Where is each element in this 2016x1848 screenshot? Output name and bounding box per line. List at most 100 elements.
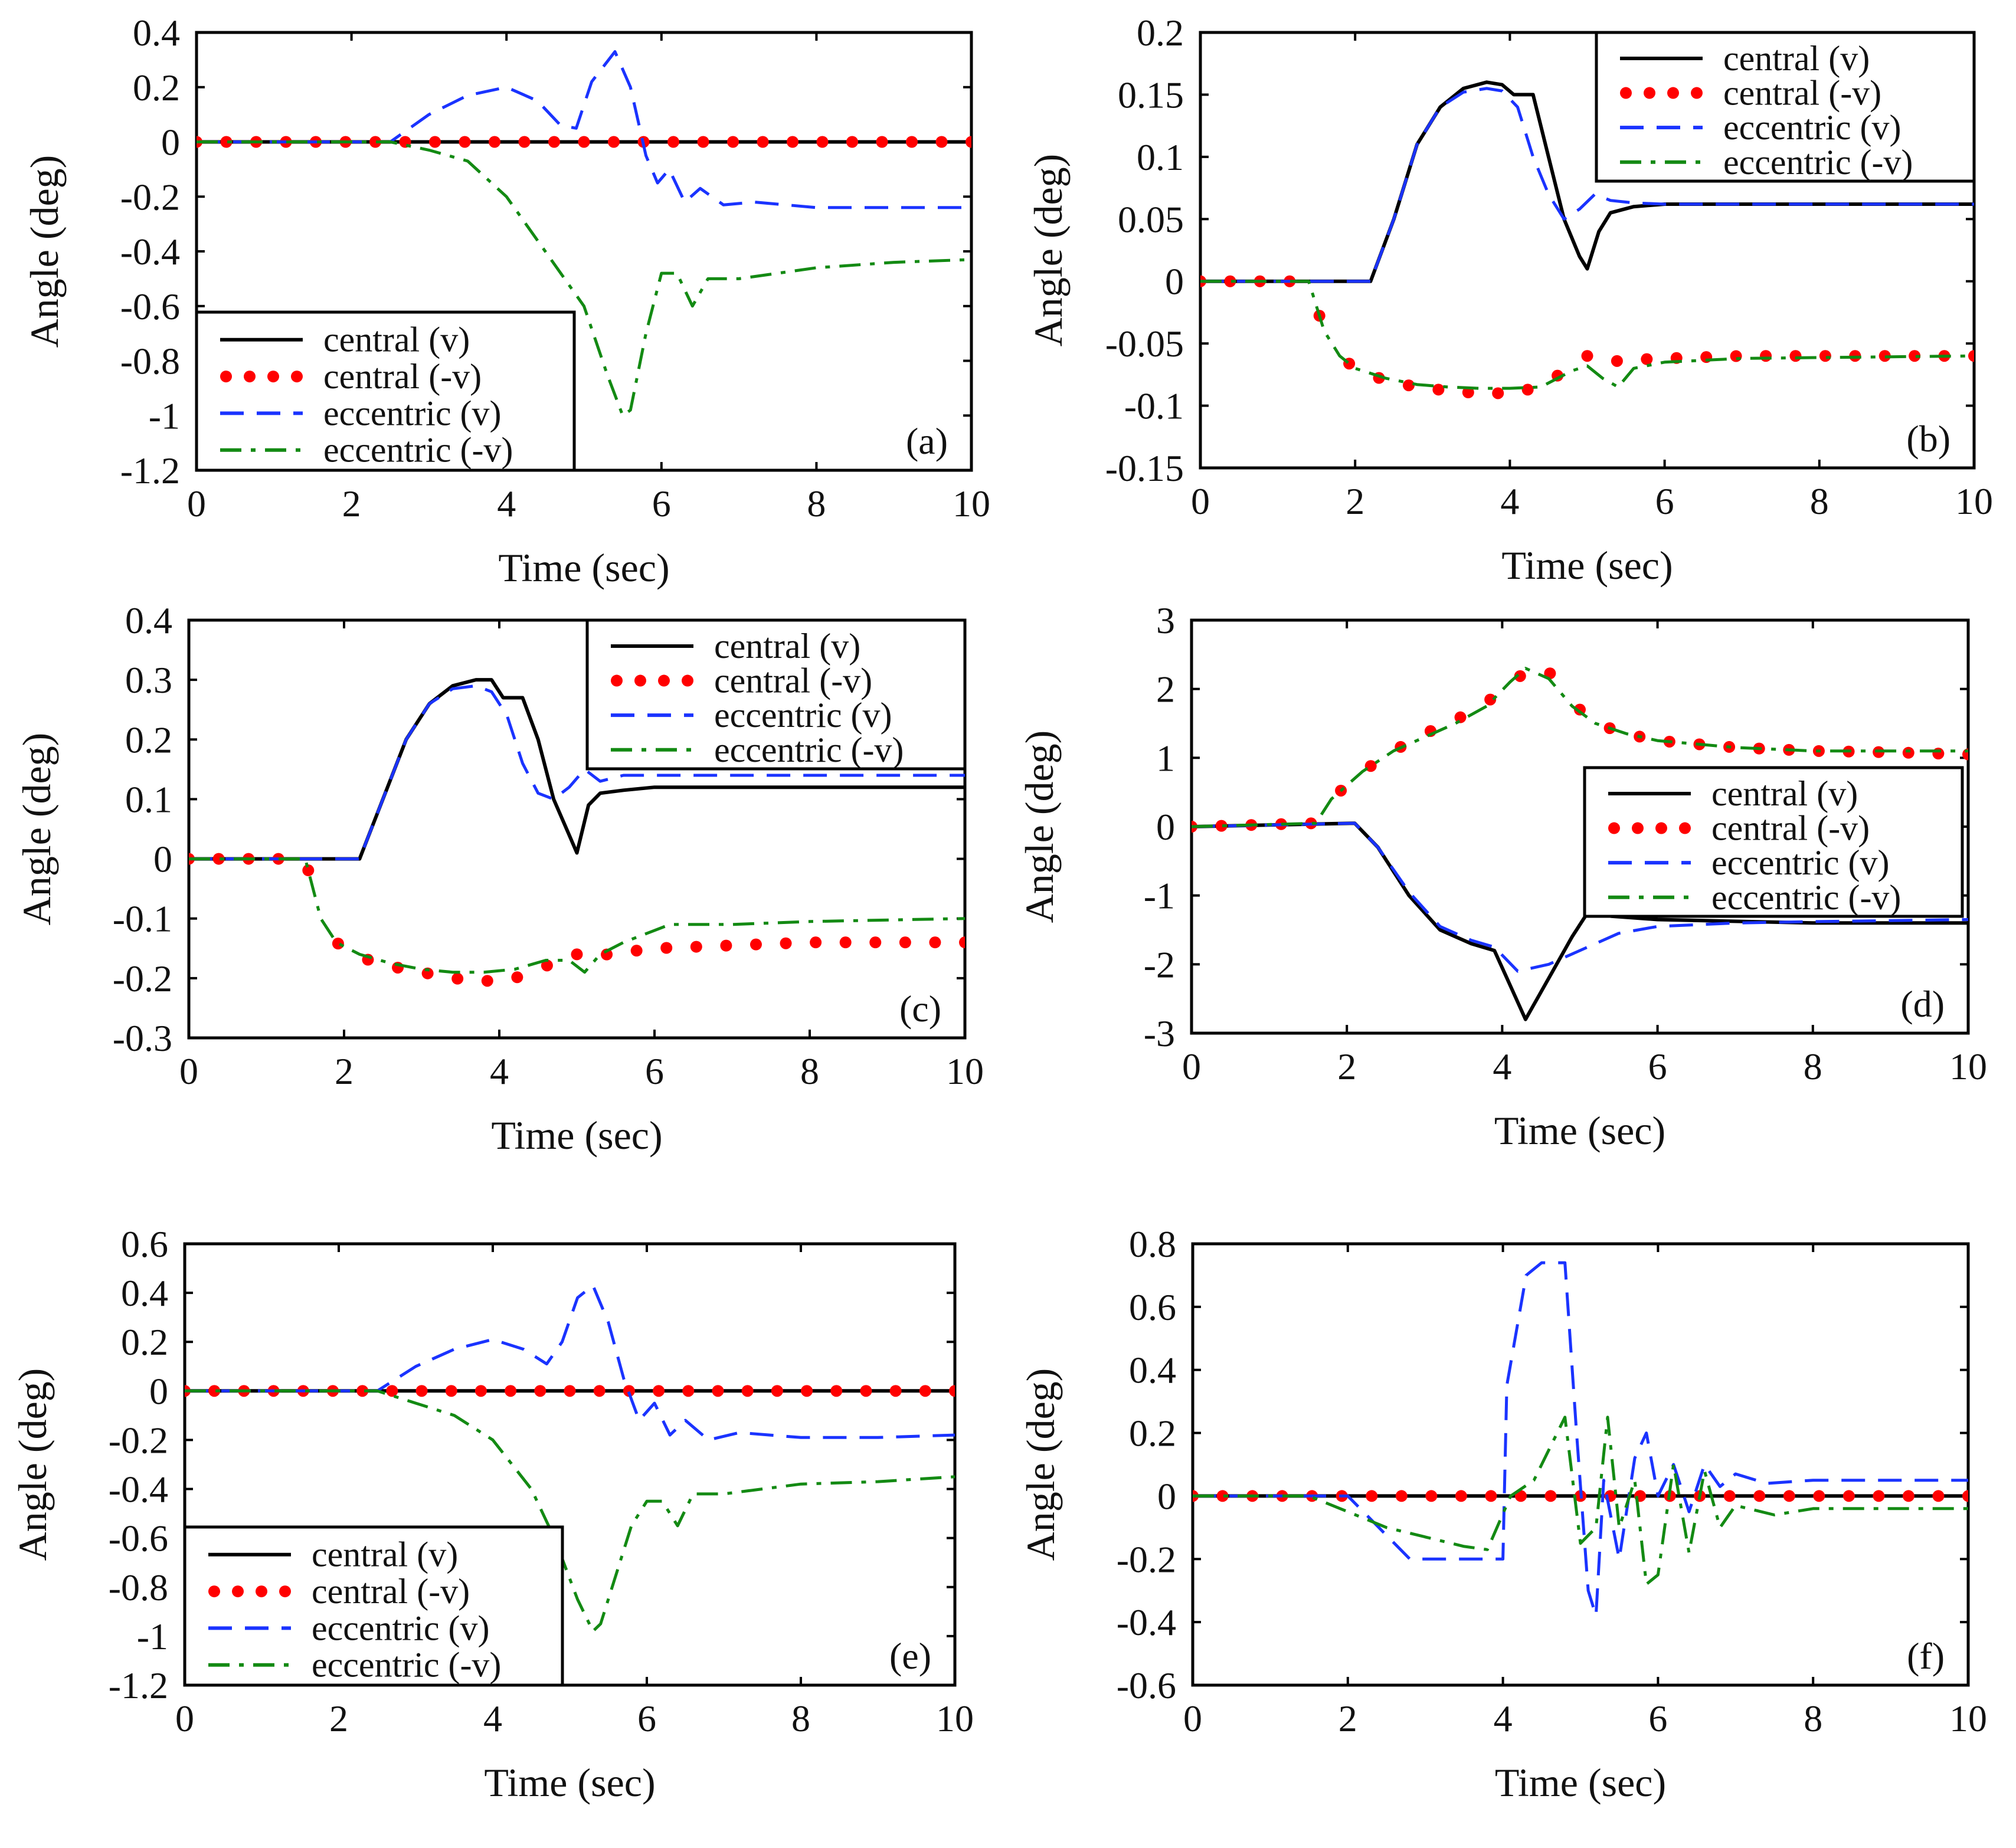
y-tick-label: 0 bbox=[1157, 1475, 1176, 1517]
x-tick-label: 0 bbox=[1191, 480, 1210, 522]
y-tick-label: -0.8 bbox=[120, 340, 180, 382]
y-axis-label: Angle (deg) bbox=[10, 1368, 55, 1561]
marker-central-minus-v bbox=[459, 136, 471, 148]
marker-central-minus-v bbox=[697, 136, 709, 148]
series-eccentric-minus-v bbox=[1193, 1416, 1968, 1586]
legend-entry-label: central (v) bbox=[714, 627, 860, 666]
marker-central-minus-v bbox=[1485, 1490, 1497, 1502]
legend-swatch-marker bbox=[634, 674, 646, 687]
marker-central-minus-v bbox=[1789, 350, 1802, 362]
marker-central-minus-v bbox=[1432, 384, 1445, 396]
x-tick-label: 2 bbox=[1338, 1698, 1357, 1739]
marker-central-minus-v bbox=[1932, 1490, 1945, 1502]
legend: central (v)central (-v)eccentric (v)ecce… bbox=[183, 1525, 564, 1687]
x-tick-label: 8 bbox=[800, 1050, 819, 1092]
legend-entry-label: central (v) bbox=[1711, 774, 1858, 813]
chart-panel-4: 0 2 4 6 8 10 -3 -2 -1 0 1 2 3 Time (sec) Angle (deg) (d… bbox=[1017, 599, 1987, 1153]
plot-frame bbox=[187, 618, 967, 1040]
marker-central-minus-v bbox=[966, 136, 971, 148]
x-tick-label: 8 bbox=[1804, 1698, 1822, 1739]
marker-central-minus-v bbox=[212, 853, 225, 865]
marker-central-minus-v bbox=[332, 938, 344, 950]
marker-central-minus-v bbox=[564, 1385, 576, 1397]
marker-central-minus-v bbox=[511, 971, 523, 984]
marker-central-minus-v bbox=[208, 1385, 221, 1397]
legend-entry-label: eccentric (-v) bbox=[1723, 143, 1913, 182]
marker-central-minus-v bbox=[1909, 350, 1921, 362]
marker-central-minus-v bbox=[369, 136, 381, 148]
x-tick-label: 8 bbox=[1810, 480, 1829, 522]
x-tick-label: 10 bbox=[1949, 1046, 1987, 1087]
marker-central-minus-v bbox=[474, 1385, 487, 1397]
x-tick-label: 4 bbox=[490, 1050, 509, 1092]
x-tick-label: 2 bbox=[342, 483, 361, 525]
marker-central-minus-v bbox=[757, 136, 769, 148]
y-tick-label: -0.6 bbox=[109, 1518, 168, 1559]
marker-central-minus-v bbox=[876, 136, 888, 148]
marker-central-minus-v bbox=[415, 1385, 428, 1397]
marker-central-minus-v bbox=[1783, 1490, 1795, 1502]
x-tick-label: 6 bbox=[645, 1050, 664, 1092]
x-tick-label: 10 bbox=[953, 483, 990, 525]
marker-central-minus-v bbox=[1760, 350, 1772, 362]
marker-central-minus-v bbox=[830, 1385, 843, 1397]
marker-central-minus-v bbox=[429, 136, 441, 148]
panel-letter: (c) bbox=[899, 988, 941, 1030]
chart-panel-3: 0 2 4 6 8 10 -0.3 -0.2 -0.1 0 0.1 0.2 0.3 0.4 Time (se… bbox=[14, 599, 984, 1158]
legend-swatch-marker bbox=[1655, 822, 1667, 834]
marker-central-minus-v bbox=[1514, 1490, 1527, 1502]
y-tick-label: -0.6 bbox=[1117, 1664, 1176, 1706]
y-axis-label: Angle (deg) bbox=[1026, 154, 1071, 347]
marker-central-minus-v bbox=[919, 1385, 931, 1397]
marker-central-minus-v bbox=[421, 967, 434, 979]
plot-frame bbox=[183, 1242, 957, 1687]
x-axis-label: Time (sec) bbox=[1495, 1760, 1666, 1805]
marker-central-minus-v bbox=[451, 972, 464, 985]
marker-central-minus-v bbox=[481, 975, 493, 987]
y-axis-label: Angle (deg) bbox=[22, 155, 67, 348]
y-tick-label: 0.1 bbox=[125, 778, 172, 820]
legend-swatch-marker bbox=[1644, 87, 1655, 99]
chart-panel-2: 0 2 4 6 8 10 -0.15 -0.1 -0.05 0 0.05 0.1 0.15 0.2 Time… bbox=[1026, 12, 1993, 588]
marker-central-minus-v bbox=[860, 1385, 872, 1397]
marker-central-minus-v bbox=[505, 1385, 517, 1397]
legend-entry-label: central (-v) bbox=[1723, 74, 1881, 113]
y-tick-label: 0 bbox=[161, 122, 180, 163]
marker-central-minus-v bbox=[653, 1385, 665, 1397]
marker-central-minus-v bbox=[935, 136, 948, 148]
marker-central-minus-v bbox=[1216, 1490, 1229, 1502]
marker-central-minus-v bbox=[593, 1385, 606, 1397]
y-tick-label: -0.4 bbox=[120, 231, 180, 273]
marker-central-minus-v bbox=[1753, 1490, 1766, 1502]
marker-central-minus-v bbox=[356, 1385, 369, 1397]
legend-entry-label: central (v) bbox=[312, 1535, 458, 1574]
marker-central-minus-v bbox=[906, 136, 918, 148]
series-eccentric-v bbox=[1200, 87, 1974, 283]
x-tick-label: 4 bbox=[1493, 1046, 1511, 1087]
panel-letter: (f) bbox=[1907, 1635, 1945, 1677]
legend-entry-label: central (-v) bbox=[714, 661, 872, 700]
marker-central-minus-v bbox=[949, 1385, 955, 1397]
marker-central-minus-v bbox=[660, 942, 673, 954]
x-tick-label: 0 bbox=[1183, 1698, 1202, 1739]
marker-central-minus-v bbox=[1215, 820, 1228, 832]
marker-central-minus-v bbox=[445, 1385, 457, 1397]
marker-central-minus-v bbox=[1581, 350, 1593, 362]
legend-swatch-marker bbox=[1632, 822, 1644, 834]
x-axis-label: Time (sec) bbox=[484, 1760, 655, 1805]
legend-entry-label: central (-v) bbox=[1711, 809, 1870, 848]
marker-central-minus-v bbox=[1611, 355, 1623, 367]
y-tick-label: -0.2 bbox=[120, 176, 180, 218]
marker-central-minus-v bbox=[1873, 1490, 1885, 1502]
legend: central (v)central (-v)eccentric (v)ecce… bbox=[1583, 766, 1964, 918]
panel-letter: (e) bbox=[889, 1635, 931, 1677]
x-tick-label: 8 bbox=[1804, 1046, 1822, 1087]
legend-entry-label: central (-v) bbox=[312, 1572, 470, 1611]
legend-swatch-marker bbox=[611, 674, 623, 687]
chart-panel-1: 0 2 4 6 8 10 -1.2 -1 -0.8 -0.6 -0.4 -0.2 0 0.2 0.4 Time… bbox=[22, 12, 990, 590]
panel-letter: (d) bbox=[1900, 983, 1945, 1025]
y-tick-label: 1 bbox=[1156, 737, 1175, 779]
legend: central (v)central (-v)eccentric (v)ecce… bbox=[585, 618, 967, 771]
legend-entry-label: eccentric (-v) bbox=[1711, 878, 1901, 917]
marker-central-minus-v bbox=[630, 945, 643, 957]
